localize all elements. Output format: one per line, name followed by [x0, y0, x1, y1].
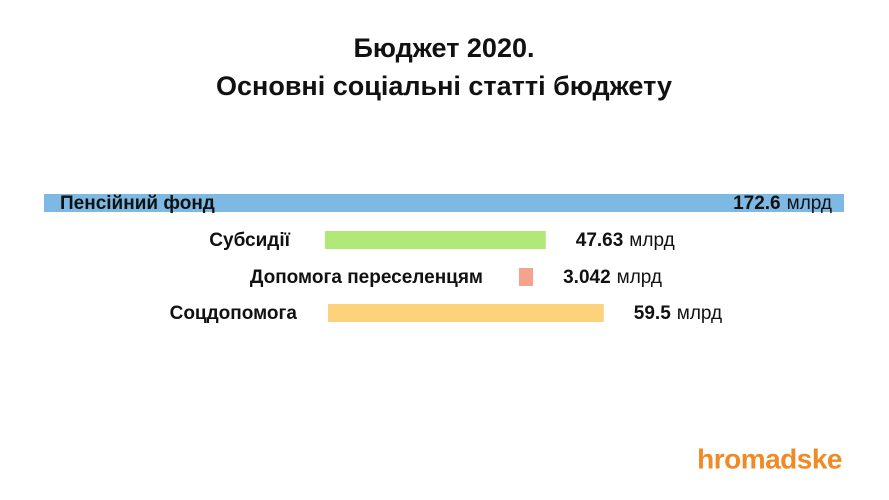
- chart-title: Бюджет 2020.: [354, 33, 535, 63]
- value: 172.6: [733, 193, 781, 214]
- category-label: Пенсійний фонд: [60, 193, 215, 214]
- bar: [325, 231, 546, 249]
- value-label: 59.5 млрд: [634, 303, 722, 324]
- value-label: 3.042 млрд: [563, 267, 662, 288]
- unit: млрд: [617, 267, 662, 288]
- value: 59.5: [634, 303, 671, 324]
- bar: [44, 194, 844, 212]
- value: 47.63: [576, 230, 624, 251]
- value-label: 47.63 млрд: [576, 230, 675, 251]
- category-label: Субсидії: [209, 230, 290, 251]
- unit: млрд: [677, 303, 722, 324]
- chart-subtitle: Основні соціальні статті бюджету: [216, 71, 672, 101]
- bar: [519, 268, 534, 286]
- bar: [328, 304, 604, 322]
- value: 3.042: [563, 267, 611, 288]
- value-label: 172.6 млрд: [733, 193, 832, 214]
- unit: млрд: [787, 193, 832, 214]
- logo: hromadske: [697, 443, 842, 474]
- category-label: Соцдопомога: [170, 303, 298, 324]
- unit: млрд: [629, 230, 674, 251]
- category-label: Допомога переселенцям: [250, 267, 483, 288]
